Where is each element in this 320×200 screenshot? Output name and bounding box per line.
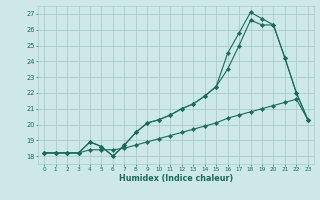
X-axis label: Humidex (Indice chaleur): Humidex (Indice chaleur) (119, 174, 233, 183)
